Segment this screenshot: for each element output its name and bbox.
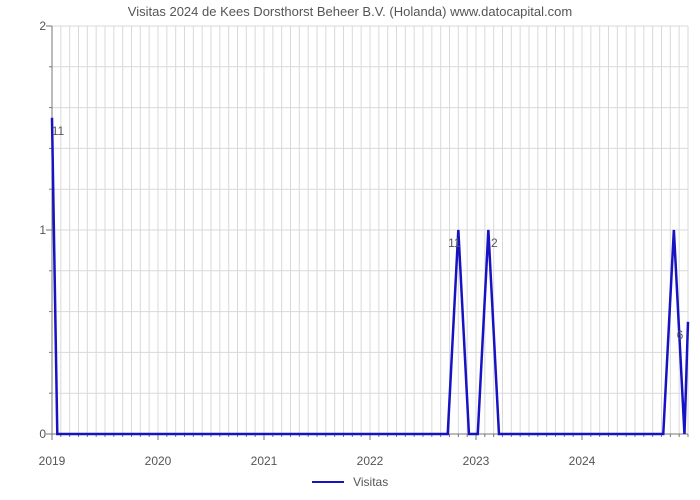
y-tick-label: 0 <box>28 427 46 441</box>
x-tick-label: 2024 <box>569 454 596 468</box>
legend-label: Visitas <box>353 475 388 489</box>
x-tick-label: 2022 <box>357 454 384 468</box>
value-label: 11 <box>448 236 460 250</box>
y-tick-label: 1 <box>28 223 46 237</box>
chart-svg <box>52 26 688 434</box>
x-tick-label: 2019 <box>39 454 66 468</box>
legend: Visitas <box>0 474 700 489</box>
value-label: 6 <box>677 328 684 342</box>
y-tick-label: 2 <box>28 19 46 33</box>
chart-title: Visitas 2024 de Kees Dorsthorst Beheer B… <box>0 4 700 19</box>
x-tick-label: 2023 <box>463 454 490 468</box>
value-label: 11 <box>52 124 64 138</box>
value-label: 2 <box>491 236 498 250</box>
chart-container: Visitas 2024 de Kees Dorsthorst Beheer B… <box>0 0 700 500</box>
x-tick-label: 2020 <box>145 454 172 468</box>
legend-swatch <box>312 481 344 483</box>
x-tick-label: 2021 <box>251 454 278 468</box>
